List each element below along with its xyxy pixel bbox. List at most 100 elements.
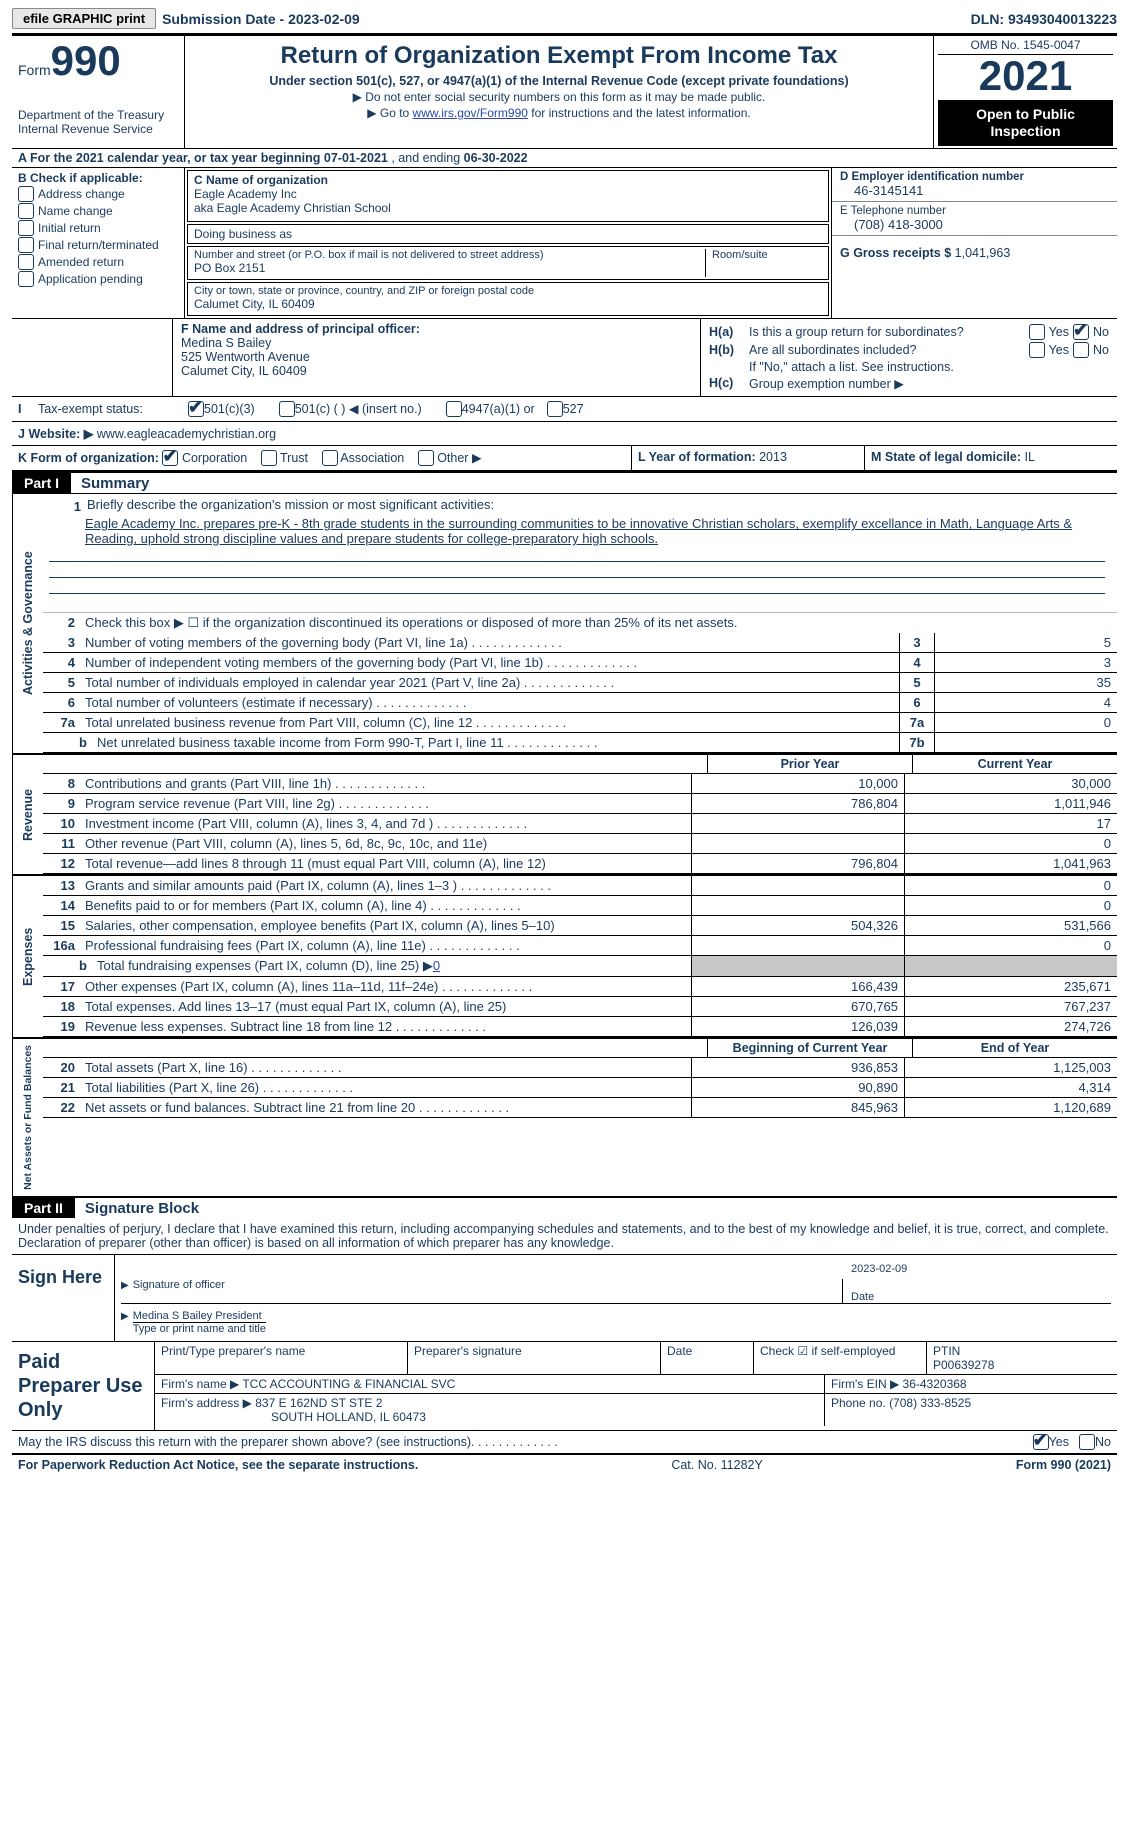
l3-value: 5 — [934, 633, 1117, 652]
b-label: B Check if applicable: — [18, 171, 178, 185]
amended-return-checkbox[interactable] — [18, 254, 34, 270]
l19-prior: 126,039 — [691, 1017, 904, 1036]
form-footer: Form 990 (2021) — [1016, 1458, 1111, 1472]
l19-current: 274,726 — [904, 1017, 1117, 1036]
dba-label: Doing business as — [194, 227, 822, 241]
name-change-checkbox[interactable] — [18, 203, 34, 219]
hb-yes-checkbox[interactable] — [1029, 342, 1045, 358]
l11-current: 0 — [904, 834, 1117, 853]
l14-current: 0 — [904, 896, 1117, 915]
other-checkbox[interactable] — [418, 450, 434, 466]
l7b-value — [934, 733, 1117, 752]
ein-label: D Employer identification number — [840, 171, 1109, 183]
gross-receipts-value: 1,041,963 — [955, 246, 1011, 260]
irs-link[interactable]: www.irs.gov/Form990 — [413, 106, 528, 120]
ha-yes-checkbox[interactable] — [1029, 324, 1045, 340]
org-name: Eagle Academy Inc — [194, 187, 822, 201]
firm-addr2: SOUTH HOLLAND, IL 60473 — [161, 1410, 426, 1424]
dln: DLN: 93493040013223 — [971, 11, 1117, 27]
form-title: Return of Organization Exempt From Incom… — [193, 42, 925, 70]
ein-value: 46-3145141 — [840, 183, 1109, 198]
501c-checkbox[interactable] — [279, 401, 295, 417]
l10-current: 17 — [904, 814, 1117, 833]
assoc-checkbox[interactable] — [322, 450, 338, 466]
dept-treasury: Department of the Treasury Internal Reve… — [18, 108, 178, 136]
l17-prior: 166,439 — [691, 977, 904, 996]
paperwork-notice: For Paperwork Reduction Act Notice, see … — [18, 1458, 418, 1472]
firm-ein: 36-4320368 — [903, 1377, 967, 1391]
tax-year: 2021 — [938, 55, 1113, 97]
phone-label: E Telephone number — [840, 205, 1109, 217]
mission-text: Eagle Academy Inc. prepares pre-K - 8th … — [49, 516, 1111, 546]
l9-current: 1,011,946 — [904, 794, 1117, 813]
officer-name: Medina S Bailey — [181, 336, 692, 350]
part2-title: Signature Block — [75, 1200, 199, 1217]
discuss-no-checkbox[interactable] — [1079, 1434, 1095, 1450]
l12-current: 1,041,963 — [904, 854, 1117, 873]
sig-date: 2023-02-09 — [851, 1263, 907, 1275]
firm-addr1: 837 E 162ND ST STE 2 — [255, 1396, 382, 1410]
open-to-public: Open to Public Inspection — [938, 100, 1113, 146]
l10-prior — [691, 814, 904, 833]
hb-no-checkbox[interactable] — [1073, 342, 1089, 358]
l8-current: 30,000 — [904, 774, 1117, 793]
year-formation: 2013 — [759, 450, 787, 464]
officer-addr1: 525 Wentworth Avenue — [181, 350, 692, 364]
l6-value: 4 — [934, 693, 1117, 712]
ssn-warning: ▶ Do not enter social security numbers o… — [193, 90, 925, 104]
c-name-label: C Name of organization — [194, 173, 822, 187]
l21-eoy: 4,314 — [904, 1078, 1117, 1097]
phone-value: (708) 418-3000 — [840, 217, 1109, 232]
l8-prior: 10,000 — [691, 774, 904, 793]
form-number: 990 — [51, 37, 121, 84]
initial-return-checkbox[interactable] — [18, 220, 34, 236]
room-label: Room/suite — [712, 249, 822, 261]
part1-badge: Part I — [12, 473, 71, 493]
form-subtitle: Under section 501(c), 527, or 4947(a)(1)… — [193, 74, 925, 88]
l21-boy: 90,890 — [691, 1078, 904, 1097]
perjury-declaration: Under penalties of perjury, I declare th… — [12, 1218, 1117, 1255]
l16b-value: 0 — [433, 958, 440, 973]
ha-no-checkbox[interactable] — [1073, 324, 1089, 340]
l15-current: 531,566 — [904, 916, 1117, 935]
app-pending-checkbox[interactable] — [18, 271, 34, 287]
ptin-value: P00639278 — [933, 1358, 1111, 1372]
part2-badge: Part II — [12, 1198, 75, 1218]
l22-eoy: 1,120,689 — [904, 1098, 1117, 1117]
side-revenue: Revenue — [12, 755, 43, 874]
city-label: City or town, state or province, country… — [194, 285, 822, 297]
trust-checkbox[interactable] — [261, 450, 277, 466]
l16a-current: 0 — [904, 936, 1117, 955]
officer-printed-name: Medina S Bailey President — [133, 1310, 266, 1323]
part1-title: Summary — [71, 475, 149, 492]
l17-current: 235,671 — [904, 977, 1117, 996]
discuss-yes-checkbox[interactable] — [1033, 1434, 1049, 1450]
efile-print-button[interactable]: efile GRAPHIC print — [12, 8, 156, 29]
l5-value: 35 — [934, 673, 1117, 692]
f-label: F Name and address of principal officer: — [181, 322, 420, 336]
l7a-value: 0 — [934, 713, 1117, 732]
side-net-assets: Net Assets or Fund Balances — [12, 1039, 43, 1196]
addr-change-checkbox[interactable] — [18, 186, 34, 202]
527-checkbox[interactable] — [547, 401, 563, 417]
l22-boy: 845,963 — [691, 1098, 904, 1117]
l11-prior — [691, 834, 904, 853]
l4-value: 3 — [934, 653, 1117, 672]
a-label: A For the 2021 calendar year, or tax yea… — [18, 151, 324, 165]
l9-prior: 786,804 — [691, 794, 904, 813]
l13-current: 0 — [904, 876, 1117, 895]
goto-instr: ▶ Go to www.irs.gov/Form990 for instruct… — [193, 106, 925, 120]
side-activities: Activities & Governance — [12, 494, 43, 753]
street-address: PO Box 2151 — [194, 261, 705, 275]
form-label: Form — [18, 62, 51, 78]
paid-preparer-label: Paid Preparer Use Only — [12, 1342, 154, 1430]
l15-prior: 504,326 — [691, 916, 904, 935]
state-domicile: IL — [1025, 450, 1035, 464]
final-return-checkbox[interactable] — [18, 237, 34, 253]
corp-checkbox[interactable] — [162, 450, 178, 466]
501c3-checkbox[interactable] — [188, 401, 204, 417]
l18-current: 767,237 — [904, 997, 1117, 1016]
l18-prior: 670,765 — [691, 997, 904, 1016]
l20-boy: 936,853 — [691, 1058, 904, 1077]
4947-checkbox[interactable] — [446, 401, 462, 417]
